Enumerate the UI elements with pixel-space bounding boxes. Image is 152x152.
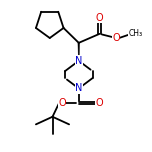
Text: O: O xyxy=(95,98,103,108)
Text: N: N xyxy=(75,56,82,66)
Text: N: N xyxy=(75,83,82,93)
Text: O: O xyxy=(58,98,66,108)
Text: CH₃: CH₃ xyxy=(128,29,142,38)
Text: O: O xyxy=(96,13,103,22)
Text: O: O xyxy=(112,33,120,43)
Polygon shape xyxy=(78,43,80,61)
